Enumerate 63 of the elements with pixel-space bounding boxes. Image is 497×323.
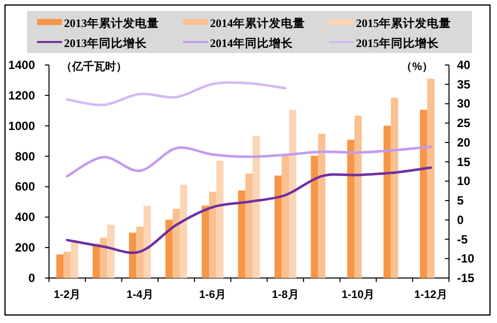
x-tick-label: 1-8月: [272, 289, 299, 301]
bar: [245, 174, 253, 278]
y-tick-label: 400: [14, 210, 36, 224]
x-tick-label: 1-4月: [126, 289, 154, 301]
bar: [100, 238, 108, 278]
y-tick-label: 600: [14, 180, 36, 194]
legend-label: 2014年同比增长: [210, 36, 294, 50]
bar: [390, 98, 398, 278]
bar: [420, 110, 428, 278]
y2-tick-label: 15: [457, 154, 471, 169]
bar: [282, 154, 289, 278]
bar: [216, 160, 224, 278]
bar: [136, 226, 144, 278]
y-tick-label: 1000: [8, 118, 36, 133]
bar: [274, 176, 282, 278]
bar: [107, 224, 114, 278]
y2-tick-label: 5: [457, 194, 464, 208]
bar: [427, 78, 434, 278]
bar: [289, 110, 296, 278]
y2-tick-label: 40: [457, 58, 471, 72]
bar: [144, 206, 151, 278]
y-tick-label: 0: [28, 271, 36, 285]
bar: [238, 190, 246, 278]
bar: [180, 184, 188, 278]
bar: [56, 254, 64, 278]
bar: [252, 136, 260, 278]
y2-axis-title: （%）: [401, 61, 433, 73]
legend-label: 2014年累计发电量: [210, 16, 305, 30]
y2-tick-label: 30: [457, 96, 471, 111]
bar: [70, 242, 78, 278]
bar: [202, 206, 209, 278]
x-tick-label: 1-12月: [414, 289, 448, 301]
y2-tick-label: 25: [457, 116, 471, 130]
bar: [310, 156, 318, 278]
y-tick-label: 1400: [8, 58, 36, 72]
legend-label: 2013年同比增长: [64, 36, 148, 50]
y2-tick-label: 0: [457, 212, 464, 227]
bar: [92, 244, 100, 278]
bar: [384, 126, 391, 278]
bar: [347, 140, 354, 278]
bar: [165, 220, 173, 278]
x-tick-label: 1-6月: [199, 289, 226, 301]
y-tick-label: 1200: [8, 88, 36, 102]
y2-tick-label: 35: [457, 77, 471, 92]
legend-label: 2015年累计发电量: [356, 16, 451, 30]
y2-tick-label: 20: [457, 135, 471, 150]
x-tick-label: 1-10月: [342, 289, 375, 301]
y2-tick-label: -5: [457, 232, 468, 246]
legend-label: 2013年累计发电量: [64, 16, 159, 30]
bar: [172, 208, 180, 278]
y-tick-label: 800: [14, 149, 36, 164]
bar: [354, 116, 362, 278]
y-tick-label: 200: [14, 240, 36, 255]
bar: [129, 232, 136, 278]
bar: [64, 252, 71, 278]
y2-tick-label: -10: [457, 252, 475, 266]
legend-label: 2015年同比增长: [356, 36, 440, 50]
y-axis-title: （亿千瓦时）: [61, 60, 127, 73]
bar: [318, 134, 326, 278]
x-tick-label: 1-2月: [54, 289, 81, 301]
y2-tick-label: -15: [457, 271, 475, 285]
y2-tick-label: 10: [457, 174, 471, 188]
bar: [209, 192, 216, 278]
